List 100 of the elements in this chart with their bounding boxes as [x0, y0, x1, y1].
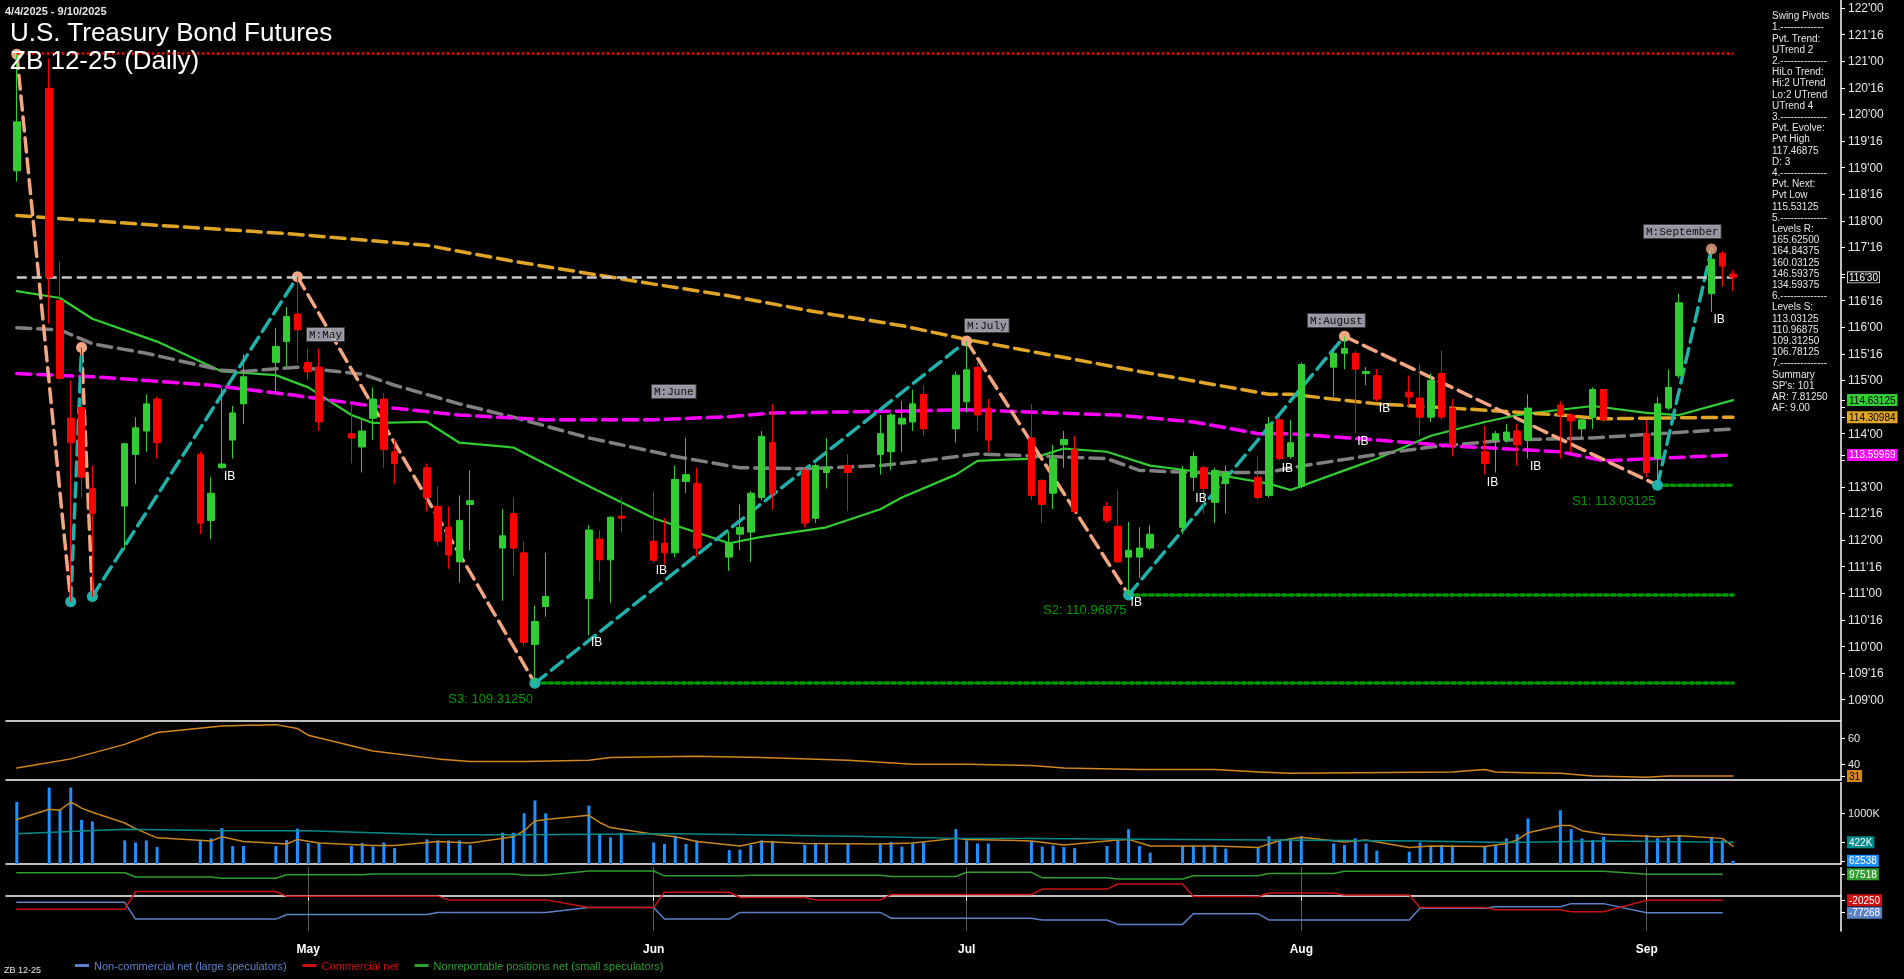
- y-tick-label: 118'16: [1848, 187, 1884, 202]
- point: [65, 596, 77, 608]
- candlestick: [1449, 398, 1456, 458]
- annotation: IB: [1486, 474, 1499, 489]
- y-tick-label: 31: [1849, 770, 1861, 782]
- bar: [1332, 843, 1336, 864]
- bar: [608, 837, 612, 864]
- bar: [1040, 846, 1044, 864]
- candlestick: [1665, 368, 1672, 411]
- y-tick-label: 116'00: [1848, 320, 1884, 335]
- candlestick: [229, 405, 236, 460]
- y-tick-label: 117'16: [1848, 240, 1884, 255]
- candlestick: [240, 353, 247, 425]
- candlestick: [445, 506, 452, 570]
- bar: [975, 843, 979, 864]
- bar: [1073, 848, 1077, 864]
- bar: [1558, 810, 1562, 864]
- candlestick: [877, 414, 884, 476]
- bar: [425, 839, 429, 864]
- bar: [522, 813, 526, 864]
- candlestick: [1330, 345, 1337, 398]
- series-label: S3: 109.31250: [448, 690, 533, 706]
- candlestick: [812, 462, 819, 524]
- bar: [306, 842, 310, 864]
- candlestick: [1729, 269, 1737, 292]
- candlestick: [1513, 423, 1521, 467]
- bar: [533, 800, 537, 864]
- bar: [220, 828, 224, 864]
- bar: [436, 840, 440, 864]
- text: U.S. Treasury Bond Futures: [10, 17, 333, 47]
- candlestick: [1060, 430, 1068, 469]
- candlestick: [466, 469, 474, 551]
- point: [1338, 330, 1350, 342]
- point: [1705, 243, 1717, 255]
- candlestick: [1578, 418, 1586, 439]
- candlestick: [682, 437, 690, 494]
- legend-label: Non-commercial net (large speculators): [94, 959, 287, 972]
- bar: [954, 829, 958, 864]
- bar: [58, 809, 62, 864]
- candlestick: [1416, 363, 1424, 437]
- bar: [1127, 829, 1131, 864]
- point: [86, 590, 98, 602]
- candlestick: [974, 361, 981, 432]
- annotation: IB: [1713, 311, 1725, 326]
- line-series: [16, 723, 1734, 779]
- text: Swing Pivots 1.------------- Pvt. Trend: UTrend 2 2.-------------- HiLo Trend: Hi:2 UTrend Lo:2 UTrend UTrend 4 3.-------------- Pvt. Evolve: Pvt High 117.46875 D: 3 4.-------------- Pvt. Next: Pvt Low 115.53125 5.-------------- Levels R: 165.62500 164.84375 160.03125 146.59375 134.59375 6.-------------- Levels S: 113.03125 110.96875 109.31250 106.78125 7.-------------- Summary SP's: 101 AR: 7.81250 AF: 9.00: [1772, 10, 1830, 414]
- y-tick-label: 1000K: [1848, 806, 1881, 819]
- candlestick: [380, 392, 388, 469]
- candlestick: [510, 497, 517, 577]
- candlestick: [56, 260, 64, 381]
- bar: [878, 843, 882, 864]
- candlestick: [456, 494, 463, 584]
- y-tick-label: 119'16: [1848, 134, 1884, 149]
- y-tick-label: 62538: [1849, 855, 1878, 867]
- bar: [457, 840, 461, 864]
- bar: [1213, 846, 1217, 864]
- candlestick: [1438, 350, 1445, 421]
- bar: [1602, 836, 1606, 864]
- bar: [295, 828, 299, 864]
- y-tick-label: 121'00: [1848, 54, 1884, 69]
- bar: [889, 841, 893, 864]
- candlestick: [132, 416, 139, 485]
- y-tick-label: -20250: [1849, 894, 1881, 906]
- candlestick: [1719, 250, 1726, 288]
- legend-label: Nonreportable positions net (small speculators): [433, 959, 664, 972]
- bar: [1353, 838, 1357, 864]
- bar: [198, 840, 202, 864]
- y-tick-label: 112'00: [1848, 533, 1884, 548]
- bar: [1256, 847, 1260, 864]
- candlestick: [898, 400, 906, 453]
- candlestick: [358, 419, 366, 474]
- bar: [123, 840, 127, 864]
- candlestick: [661, 517, 668, 565]
- y-tick-label: 114'00: [1848, 426, 1884, 441]
- candlestick: [391, 439, 398, 485]
- candlestick: [304, 348, 312, 381]
- point: [529, 677, 541, 689]
- bar: [1731, 860, 1735, 864]
- y-tick-label: 112'16: [1848, 506, 1884, 521]
- y-tick-label: 114.30984: [1849, 411, 1896, 423]
- x-tick-label: Sep: [1635, 942, 1658, 956]
- bar: [965, 840, 969, 864]
- candlestick: [985, 398, 992, 453]
- candlestick: [1146, 524, 1154, 551]
- x-tick-label: Aug: [1289, 942, 1313, 956]
- candlestick: [952, 370, 960, 444]
- bar: [673, 835, 677, 864]
- candlestick: [1222, 465, 1229, 514]
- candlestick: [153, 396, 161, 460]
- line-series: [16, 901, 1724, 926]
- bar: [447, 840, 451, 864]
- bar: [47, 787, 51, 864]
- candlestick: [207, 476, 215, 540]
- candlestick: [1298, 361, 1305, 489]
- bar: [749, 845, 753, 864]
- candlestick: [596, 529, 603, 583]
- bar: [1278, 839, 1282, 864]
- bar: [846, 843, 850, 864]
- bar: [1418, 842, 1422, 864]
- bar: [1580, 838, 1584, 864]
